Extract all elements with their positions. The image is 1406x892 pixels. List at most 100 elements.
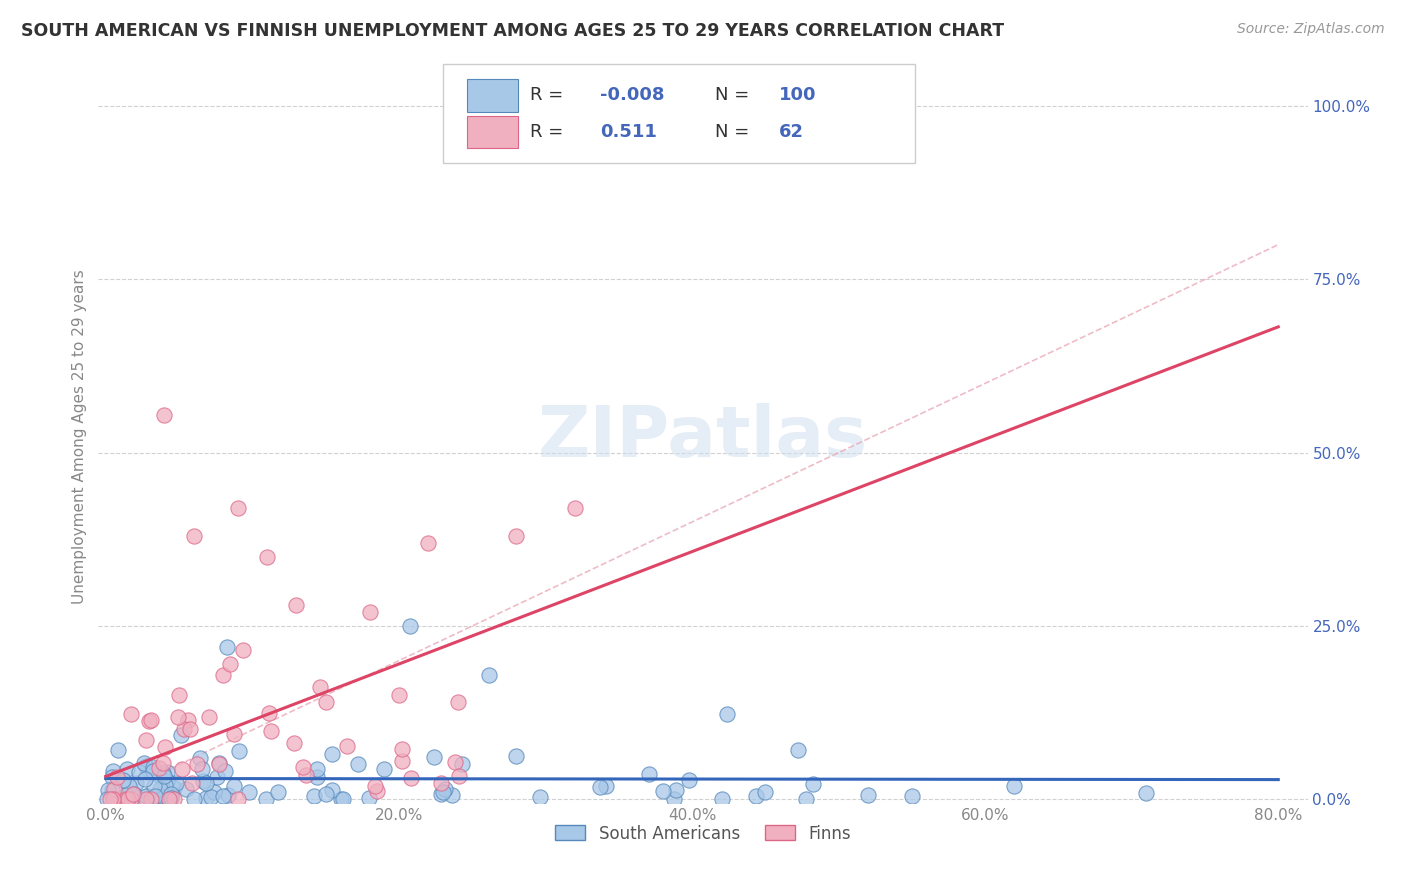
- South Americans: [432, 784, 454, 798]
- South Americans: [148, 789, 170, 804]
- Finns: [391, 755, 413, 769]
- South Americans: [716, 707, 738, 722]
- Finns: [120, 791, 142, 805]
- South Americans: [711, 791, 734, 805]
- FancyBboxPatch shape: [467, 116, 517, 148]
- South Americans: [101, 764, 124, 779]
- Text: 0.511: 0.511: [600, 123, 657, 141]
- Finns: [564, 501, 586, 516]
- South Americans: [142, 764, 165, 778]
- South Americans: [302, 789, 325, 804]
- South Americans: [148, 767, 170, 781]
- Finns: [505, 529, 527, 543]
- Finns: [212, 667, 235, 681]
- Finns: [135, 791, 157, 805]
- Finns: [186, 757, 208, 772]
- South Americans: [160, 789, 183, 804]
- Finns: [224, 726, 246, 740]
- South Americans: [97, 783, 120, 797]
- Finns: [418, 536, 440, 550]
- South Americans: [794, 791, 817, 805]
- Finns: [391, 741, 413, 756]
- Text: Source: ZipAtlas.com: Source: ZipAtlas.com: [1237, 22, 1385, 37]
- South Americans: [100, 782, 122, 797]
- Finns: [159, 791, 181, 805]
- South Americans: [142, 760, 165, 774]
- South Americans: [450, 757, 472, 772]
- Finns: [260, 724, 283, 739]
- Text: 62: 62: [779, 123, 804, 141]
- Finns: [167, 710, 190, 724]
- Finns: [179, 723, 201, 737]
- South Americans: [163, 781, 186, 796]
- South Americans: [145, 791, 167, 805]
- Finns: [292, 760, 315, 774]
- Finns: [162, 791, 184, 805]
- South Americans: [195, 776, 218, 790]
- South Americans: [662, 791, 685, 805]
- Text: N =: N =: [716, 123, 749, 141]
- South Americans: [359, 791, 381, 805]
- South Americans: [321, 747, 343, 761]
- South Americans: [122, 789, 145, 804]
- South Americans: [135, 789, 157, 804]
- Finns: [105, 770, 128, 784]
- Finns: [449, 769, 471, 783]
- South Americans: [135, 789, 157, 803]
- Finns: [336, 739, 359, 754]
- South Americans: [254, 791, 277, 805]
- Finns: [135, 733, 157, 747]
- Finns: [285, 598, 308, 612]
- South Americans: [665, 783, 688, 797]
- Finns: [315, 695, 337, 709]
- South Americans: [156, 773, 179, 788]
- Finns: [183, 529, 205, 543]
- Text: R =: R =: [530, 87, 564, 104]
- South Americans: [651, 784, 673, 798]
- Finns: [446, 695, 468, 709]
- South Americans: [754, 785, 776, 799]
- South Americans: [165, 776, 187, 790]
- South Americans: [307, 770, 329, 784]
- South Americans: [373, 762, 395, 776]
- South Americans: [398, 619, 420, 633]
- South Americans: [214, 764, 236, 778]
- South Americans: [330, 791, 353, 805]
- Finns: [139, 713, 162, 727]
- South Americans: [638, 766, 661, 780]
- South Americans: [423, 750, 446, 764]
- South Americans: [134, 772, 156, 786]
- South Americans: [529, 789, 551, 804]
- South Americans: [238, 785, 260, 799]
- Text: 100: 100: [779, 87, 817, 104]
- South Americans: [745, 789, 768, 803]
- Finns: [115, 791, 138, 805]
- Finns: [103, 782, 125, 797]
- South Americans: [136, 764, 159, 778]
- Finns: [167, 688, 190, 702]
- South Americans: [128, 764, 150, 779]
- Finns: [98, 791, 121, 805]
- Finns: [283, 736, 305, 750]
- Finns: [444, 755, 467, 769]
- FancyBboxPatch shape: [467, 79, 517, 112]
- South Americans: [153, 777, 176, 791]
- Finns: [141, 791, 163, 805]
- South Americans: [208, 756, 231, 771]
- South Americans: [1135, 786, 1157, 800]
- Finns: [309, 680, 332, 694]
- South Americans: [194, 791, 217, 805]
- South Americans: [321, 782, 343, 797]
- South Americans: [160, 791, 183, 805]
- South Americans: [430, 787, 453, 801]
- South Americans: [332, 791, 354, 805]
- South Americans: [169, 728, 191, 742]
- South Americans: [150, 789, 173, 804]
- South Americans: [96, 791, 118, 805]
- Finns: [219, 657, 242, 671]
- Finns: [388, 689, 411, 703]
- South Americans: [176, 781, 198, 796]
- Legend: South Americans, Finns: South Americans, Finns: [548, 818, 858, 849]
- South Americans: [156, 764, 179, 779]
- South Americans: [228, 744, 250, 758]
